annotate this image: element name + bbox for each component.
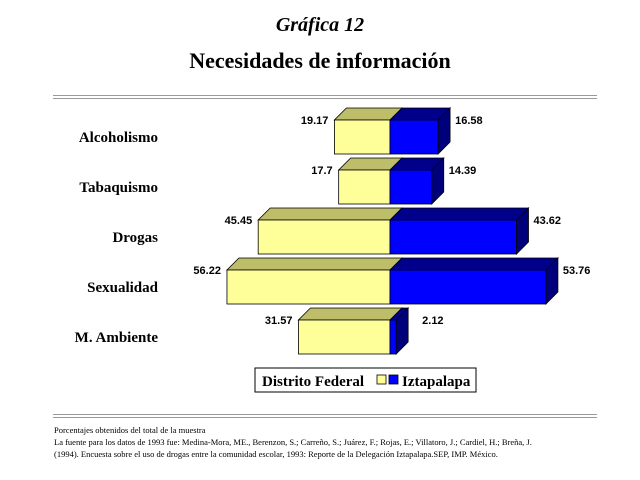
- bar-2-distrito-federal: [338, 169, 391, 205]
- category-label-2: Tabaquismo: [79, 180, 158, 196]
- bar-top-4-left: [225, 257, 403, 271]
- category-label-4: Sexualidad: [87, 280, 159, 296]
- chart-title: Necesidades de información: [189, 48, 451, 73]
- bar-top-3-left: [257, 207, 403, 221]
- legend-box: [254, 367, 477, 393]
- category-label-1: Alcoholismo: [79, 130, 158, 146]
- bar-3-distrito-federal: [257, 219, 391, 255]
- data-label-5-right: 2.12: [422, 315, 443, 327]
- bar-2-iztapalapa: [389, 169, 433, 205]
- bar-4-iztapalapa: [389, 269, 547, 305]
- diverging-bar-chart: 19.17 16.58 Alcoholismo 17.7 14.39 Tabaquismo…: [75, 107, 591, 393]
- bar-1-distrito-federal: [334, 119, 391, 155]
- data-label-1-right: 16.58: [455, 115, 483, 127]
- data-label-2-right: 14.39: [449, 165, 477, 177]
- note-line: Porcentajes obtenidos del total de la mu…: [54, 425, 206, 435]
- bar-1-iztapalapa: [389, 119, 439, 155]
- top-rule-2: [53, 98, 597, 99]
- data-label-3-right: 43.62: [533, 215, 561, 227]
- note-line: La fuente para los datos de 1993 fue: Me…: [54, 437, 532, 447]
- data-label-4-left: 56.22: [193, 265, 221, 277]
- legend-swatch-distrito-federal: [376, 374, 387, 385]
- bar-3-iztapalapa: [389, 219, 517, 255]
- data-label-3-left: 45.45: [225, 215, 253, 227]
- category-label-5: M. Ambiente: [75, 330, 159, 346]
- bar-4-distrito-federal: [226, 269, 391, 305]
- bottom-rule-2: [53, 417, 597, 418]
- top-rule-1: [53, 95, 597, 96]
- bar-5-iztapalapa: [389, 319, 397, 355]
- bar-top-4-right: [389, 257, 559, 271]
- data-label-1-left: 19.17: [301, 115, 329, 127]
- data-label-2-left: 17.7: [311, 165, 332, 177]
- bar-top-5-left: [297, 307, 403, 321]
- note-line: (1994). Encuesta sobre el uso de drogas …: [54, 449, 498, 459]
- bar-top-3-right: [389, 207, 530, 221]
- data-label-4-right: 53.76: [563, 265, 591, 277]
- legend-swatch-iztapalapa: [388, 374, 399, 385]
- legend-label-iztapalapa: Iztapalapa: [402, 374, 471, 390]
- bar-5-distrito-federal: [298, 319, 391, 355]
- source-notes: Porcentajes obtenidos del total de la mu…: [54, 424, 614, 460]
- legend-label-distrito-federal: Distrito Federal: [262, 374, 364, 390]
- data-label-5-left: 31.57: [265, 315, 293, 327]
- bottom-rule-1: [53, 414, 597, 415]
- chart-subtitle: Gráfica 12: [275, 14, 365, 36]
- category-label-3: Drogas: [112, 230, 158, 246]
